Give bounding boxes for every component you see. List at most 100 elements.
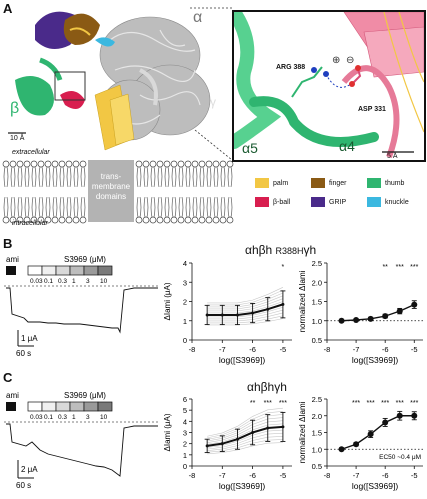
- concentration-label: 3: [86, 278, 90, 285]
- concentration-bar: [69, 265, 85, 276]
- x-axis-label: log([S3969]): [219, 355, 265, 365]
- y-tick-label: 5: [183, 406, 187, 415]
- significance-mark: ***: [396, 400, 404, 407]
- mean-line: [207, 425, 283, 447]
- y-tick-label: 1.0: [312, 445, 322, 454]
- individual-cell-line: [207, 292, 284, 308]
- data-point: [251, 431, 255, 434]
- helix-a4-label: α4: [339, 138, 355, 154]
- inset-scale-label: 5 Å: [387, 153, 398, 160]
- individual-cell-line: [207, 420, 283, 443]
- mean-line: [341, 303, 415, 322]
- data-point: [382, 419, 389, 426]
- significance-mark: ***: [410, 400, 418, 407]
- individual-cell-line: [207, 309, 283, 320]
- compound-label: S3969 (μM): [64, 391, 106, 400]
- inset-structure-drawing: [234, 12, 424, 159]
- concentration-bar: [41, 401, 57, 412]
- concentration-label: 1: [72, 414, 76, 421]
- y-axis-label: normalized ΔIami: [298, 270, 307, 332]
- panel-c-normalized-chart: 0.5 1.0 1.5 2.0 2.5 -8 -7 -6 -5 log([S3969]) norma…: [298, 395, 423, 491]
- significance-mark: **: [382, 264, 388, 271]
- data-point: [266, 307, 270, 311]
- concentration-bar: [69, 401, 85, 412]
- x-tick-label: -6: [382, 471, 389, 480]
- extracellular-label: extracellular: [12, 149, 50, 156]
- inset-connector-lines: [190, 7, 233, 161]
- x-tick-label: -6: [249, 345, 256, 354]
- legend-swatch: [255, 197, 269, 207]
- concentration-label: 10: [100, 278, 108, 285]
- data-point: [281, 302, 285, 306]
- significance-mark: **: [250, 400, 256, 407]
- data-point: [396, 412, 403, 419]
- tm-label-line3: domains: [95, 192, 127, 201]
- data-point: [353, 316, 360, 323]
- intracellular-label: intracellular: [12, 220, 48, 227]
- y-axis-label: ΔIami (μA): [163, 282, 172, 320]
- concentration-bar: [55, 401, 71, 412]
- tm-label-line2: membrane: [91, 182, 131, 191]
- concentration-bar: [83, 401, 99, 412]
- concentration-bar: [41, 265, 57, 276]
- individual-cell-line: [207, 442, 283, 455]
- significance-mark: ***: [367, 400, 375, 407]
- legend-label: palm: [273, 179, 289, 187]
- individual-cell-line: [207, 306, 283, 318]
- y-tick-label: 1.5: [312, 429, 322, 438]
- y-tick-label: 2.5: [312, 395, 322, 404]
- individual-cell-line: [207, 410, 283, 439]
- legend-swatch: [311, 197, 325, 207]
- legend-swatch: [367, 197, 381, 207]
- concentration-bar: [97, 265, 113, 276]
- mean-line: [341, 415, 415, 450]
- concentration-label: 0.03: [30, 414, 43, 421]
- significance-mark: ***: [381, 400, 389, 407]
- data-point: [353, 441, 360, 448]
- x-tick-label: -5: [280, 345, 287, 354]
- panel-b-title-main: αhβh: [245, 243, 273, 257]
- data-point: [367, 431, 374, 438]
- individual-cell-line: [207, 439, 283, 453]
- y-tick-label: 3: [183, 278, 187, 287]
- panel-b-current-trace: ami S3969 (μM) 0.03 0.1 0.3 1 3 10 1 μA 60 s: [4, 255, 160, 358]
- x-axis-label: log([S3969]): [352, 355, 398, 365]
- individual-cell-line: [207, 318, 283, 326]
- legend-item: GRIP: [311, 197, 346, 207]
- ami-label: ami: [6, 391, 19, 400]
- y-axis-label: normalized ΔIami: [298, 401, 307, 463]
- panel-b-title-end: γh: [303, 243, 317, 257]
- individual-cell-line: [207, 407, 283, 437]
- individual-cell-line: [207, 287, 284, 304]
- concentration-label: 1: [72, 278, 76, 285]
- individual-cell-line: [207, 429, 283, 448]
- y-axis-label: ΔIami (μA): [163, 413, 172, 451]
- panel-c-current-trace: ami S3969 (μM) 0.03 0.1 0.3 1 3 10 2 μA 60 s: [4, 391, 160, 490]
- scale-y-label: 2 μA: [21, 465, 38, 474]
- x-tick-label: -8: [324, 345, 331, 354]
- arg-label: ARG 388: [276, 64, 306, 71]
- data-point: [382, 313, 389, 320]
- legend-label: β-ball: [273, 198, 291, 206]
- data-point: [338, 317, 345, 324]
- significance-mark: ***: [396, 264, 404, 271]
- individual-cell-line: [207, 423, 283, 445]
- y-tick-label: 2: [183, 440, 187, 449]
- individual-cell-line: [207, 312, 283, 322]
- plus-charge-symbol: ⊕: [332, 55, 341, 66]
- concentration-label: 3: [86, 414, 90, 421]
- legend-item: β-ball: [255, 197, 290, 207]
- mean-line: [207, 303, 284, 316]
- data-point: [411, 301, 418, 308]
- legend-item: knuckle: [367, 197, 409, 207]
- x-axis-label: log([S3969]): [352, 481, 398, 491]
- concentration-bar: [27, 265, 43, 276]
- data-point: [251, 311, 255, 315]
- legend-label: finger: [329, 179, 347, 187]
- y-tick-label: 0: [183, 462, 187, 471]
- significance-mark: *: [282, 264, 285, 271]
- individual-cell-line: [207, 295, 284, 310]
- panel-b-normalized-chart: 0.5 1.0 1.5 2.0 2.5 -8 -7 -6 -5 log([S3969]) norma…: [298, 259, 423, 365]
- data-point: [220, 442, 224, 446]
